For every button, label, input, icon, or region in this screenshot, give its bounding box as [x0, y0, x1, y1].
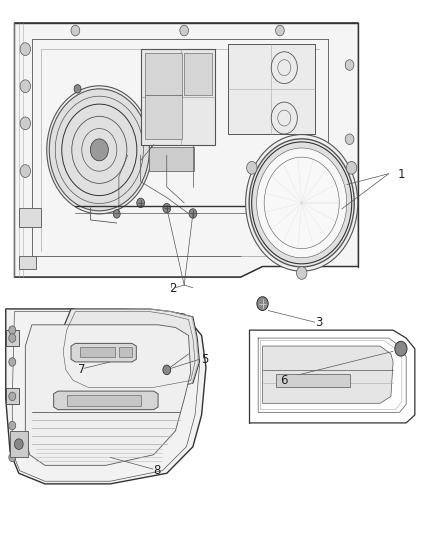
Polygon shape: [25, 325, 191, 465]
FancyBboxPatch shape: [145, 95, 182, 139]
FancyBboxPatch shape: [119, 347, 132, 357]
Circle shape: [20, 43, 31, 55]
Polygon shape: [6, 330, 19, 346]
Circle shape: [257, 148, 347, 258]
FancyBboxPatch shape: [145, 53, 182, 95]
Circle shape: [276, 25, 284, 36]
FancyBboxPatch shape: [67, 395, 141, 406]
FancyBboxPatch shape: [19, 256, 36, 269]
FancyBboxPatch shape: [141, 49, 215, 144]
Circle shape: [180, 25, 188, 36]
FancyBboxPatch shape: [149, 147, 194, 171]
Circle shape: [113, 209, 120, 218]
Text: 8: 8: [154, 464, 161, 477]
Circle shape: [9, 326, 16, 334]
Circle shape: [74, 85, 81, 93]
Circle shape: [71, 25, 80, 36]
Circle shape: [9, 421, 16, 430]
Circle shape: [163, 204, 171, 213]
Polygon shape: [6, 309, 206, 484]
Circle shape: [9, 392, 16, 401]
Circle shape: [9, 334, 16, 342]
Circle shape: [14, 439, 23, 449]
Polygon shape: [262, 346, 393, 403]
Circle shape: [47, 86, 152, 214]
Circle shape: [9, 358, 16, 366]
Polygon shape: [10, 431, 28, 457]
Polygon shape: [58, 309, 199, 391]
Circle shape: [257, 297, 268, 311]
Text: 1: 1: [397, 168, 405, 181]
Circle shape: [249, 139, 354, 267]
Circle shape: [49, 89, 149, 211]
Circle shape: [137, 198, 145, 208]
Circle shape: [189, 209, 197, 218]
Text: 5: 5: [201, 353, 209, 366]
Circle shape: [247, 161, 257, 174]
Polygon shape: [53, 391, 158, 410]
FancyBboxPatch shape: [80, 347, 115, 357]
Circle shape: [297, 266, 307, 279]
Circle shape: [345, 60, 354, 70]
Circle shape: [9, 453, 16, 462]
Polygon shape: [276, 374, 350, 387]
Circle shape: [345, 134, 354, 144]
Text: 7: 7: [78, 364, 85, 376]
FancyBboxPatch shape: [184, 53, 212, 95]
Text: 2: 2: [169, 282, 177, 295]
Text: 3: 3: [315, 316, 322, 329]
Polygon shape: [14, 22, 358, 277]
Circle shape: [20, 165, 31, 177]
Circle shape: [20, 213, 31, 225]
Polygon shape: [6, 389, 19, 405]
Circle shape: [395, 341, 407, 356]
Polygon shape: [71, 343, 136, 362]
FancyBboxPatch shape: [19, 208, 41, 227]
Circle shape: [90, 139, 108, 161]
Text: 6: 6: [280, 374, 287, 387]
FancyBboxPatch shape: [228, 44, 315, 134]
Circle shape: [346, 161, 357, 174]
Circle shape: [163, 365, 171, 375]
Circle shape: [252, 142, 352, 264]
Circle shape: [20, 117, 31, 130]
Circle shape: [20, 80, 31, 93]
Circle shape: [246, 134, 358, 271]
